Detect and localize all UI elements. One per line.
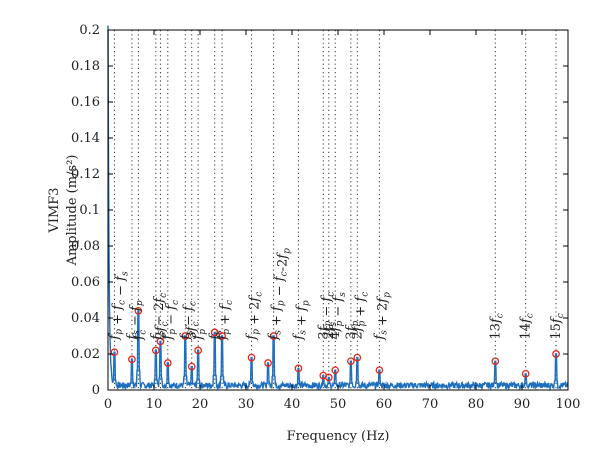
annotation-label: 2fs — [322, 322, 339, 340]
annotation-label: fs − fc — [178, 301, 198, 340]
peak-marker — [294, 364, 303, 373]
peak-marker — [347, 357, 355, 366]
peak-marker — [134, 306, 143, 315]
x-tick-label: 30 — [238, 397, 255, 412]
x-tick-label: 40 — [284, 397, 301, 412]
y-tick-label: 0 — [92, 383, 100, 398]
peak-marker — [194, 346, 203, 355]
peak-marker — [163, 359, 172, 367]
peak-marker — [210, 328, 219, 337]
annotation-label: fp − fc — [161, 300, 181, 341]
y-tick-label: 0.12 — [71, 167, 100, 182]
y-tick-label: 0.2 — [79, 23, 100, 38]
peak-marker — [110, 348, 119, 357]
x-axis-label: Frequency (Hz) — [287, 429, 390, 444]
x-tick-label: 80 — [468, 397, 485, 412]
peak-marker — [375, 366, 384, 375]
peak-marker — [218, 332, 226, 340]
x-tick-label: 90 — [514, 397, 531, 412]
annotation-label: fp + fc − fs — [107, 271, 130, 341]
annotation-label: 15fc — [549, 313, 566, 339]
annotation-label: 4fp − fs — [328, 292, 348, 340]
annotation-label: fs + 2fp — [372, 292, 392, 341]
x-tick-label: 60 — [376, 397, 393, 412]
peak-marker — [181, 332, 190, 340]
y-tick-label: 0.04 — [71, 311, 100, 326]
y-tick-label: 0.18 — [71, 59, 100, 74]
peak-marker — [151, 346, 160, 355]
x-tick-label: 50 — [330, 397, 347, 412]
peak-marker — [491, 357, 500, 366]
annotation-label: fp — [191, 329, 208, 341]
annotation-label: fs − 2fc — [149, 293, 169, 341]
x-tick-label: 0 — [104, 397, 112, 412]
annotation-label: fp + fc — [215, 300, 235, 341]
peak-marker — [128, 355, 136, 364]
annotation-label: fs + fp − fc-2fp — [267, 248, 293, 341]
y-axis-label-units: Amplitude (m/s²) — [65, 155, 80, 267]
y-tick-label: 0.16 — [71, 95, 100, 110]
annotation-label: 3fp — [344, 321, 361, 340]
peak-marker — [324, 373, 333, 382]
peak-markers — [110, 306, 560, 382]
annotation-guide-lines — [113, 30, 557, 390]
x-axis-ticks: 0 10 20 30 40 50 60 70 80 90 100 — [104, 30, 581, 412]
annotation-label: 14fc — [519, 313, 536, 339]
y-tick-label: 0.14 — [71, 131, 100, 146]
x-tick-label: 10 — [146, 397, 163, 412]
annotation-label: 3fc — [185, 321, 202, 339]
annotation-label: fs − fp — [125, 300, 145, 340]
x-tick-label: 70 — [422, 397, 439, 412]
y-tick-label: 0.02 — [71, 347, 100, 362]
peak-marker — [187, 362, 196, 371]
y-tick-label: 0.08 — [71, 239, 100, 254]
annotation-label: fs + fp — [291, 300, 311, 340]
annotation-label: 2fp + fc — [350, 292, 370, 340]
x-tick-label: 20 — [192, 397, 209, 412]
peak-marker — [353, 353, 362, 362]
peak-marker — [247, 353, 256, 362]
peak-marker — [264, 359, 272, 367]
peak-marker — [156, 337, 165, 346]
y-axis-ticks: 0 0.02 0.04 0.06 0.08 0.1 0.12 0.14 0.16 0.18 0.2 — [71, 23, 568, 398]
y-tick-label: 0.1 — [79, 203, 100, 218]
y-tick-label: 0.06 — [71, 275, 100, 290]
annotation-label: fc — [131, 330, 148, 341]
x-tick-label: 100 — [556, 397, 581, 412]
annotation-label: 13fc — [488, 313, 505, 339]
peak-marker — [331, 366, 340, 375]
peak-marker — [552, 350, 560, 358]
y-axis-label-signal: VIMF3 — [47, 187, 62, 233]
peak-marker — [521, 369, 530, 378]
annotation-label: fp + 2fc — [245, 292, 265, 341]
annotation-label: 3fp − fc — [316, 292, 336, 340]
annotation-label: fs — [208, 330, 225, 341]
peak-marker — [269, 332, 278, 340]
annotation-label: 2fc — [153, 321, 170, 339]
